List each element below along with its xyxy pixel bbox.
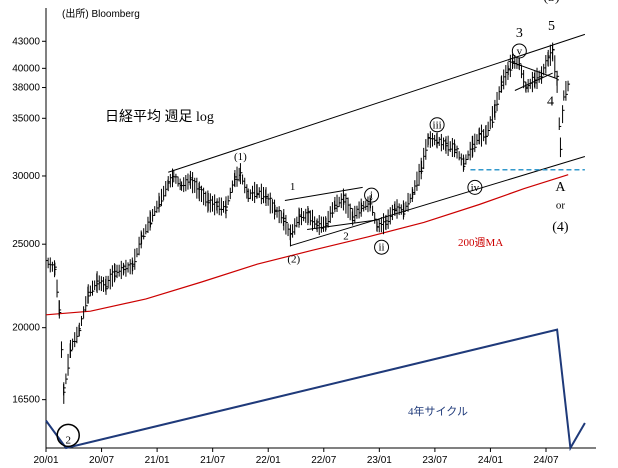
trendlines [168,33,586,247]
y-tick-label: 30000 [12,171,40,182]
wave-label-circle [467,179,483,195]
x-tick-label: 20/01 [33,455,58,466]
trendline [514,72,553,91]
wave-label: or [556,200,566,212]
x-tick-label: 21/01 [145,455,170,466]
four-year-cycle-series [45,328,586,452]
y-tick-label: 25000 [12,239,40,250]
x-tick-label: 23/01 [367,455,392,466]
wave-label-circle [56,423,80,448]
wave-label: 5 [548,19,555,34]
moving-average-series [45,174,569,316]
x-tick-label: 22/07 [311,455,336,466]
x-tick-label: 24/01 [478,455,503,466]
x-tick-label: 24/07 [533,455,558,466]
trendline [290,156,586,247]
chart-title: 日経平均 週足 log [105,109,214,125]
wave-label: 3 [516,26,523,41]
y-tick-label: 43000 [12,36,40,47]
wave-label-circle [374,239,390,255]
wave-label-circle [511,43,527,59]
wave-label: A [555,180,566,195]
ma-label: 200週MA [458,236,503,249]
cycle-label: 4年サイクル [408,404,468,418]
trendline [168,33,586,173]
wave-label: iv [471,182,480,194]
series-line [45,174,569,316]
wave-label: (1) [234,151,247,163]
wave-label: i [370,190,373,202]
x-tick-label: 22/01 [256,455,281,466]
x-tick-label: 21/07 [200,455,225,466]
wave-label: ii [378,242,384,254]
y-tick-label: 35000 [12,113,40,124]
trendline [284,186,363,201]
y-tick-label: 40000 [12,63,40,74]
x-tick-label: 23/07 [422,455,447,466]
wave-label: (4) [552,220,569,235]
x-tick-label: 20/07 [89,455,114,466]
y-tick-label: 20000 [12,323,40,334]
wave-label: (3) [543,0,560,5]
y-axis: 43000 40000 38000 35000 30000 25000 20000 16500 [12,8,47,448]
trendline [307,219,380,231]
source-label: (出所) Bloomberg [62,7,140,20]
wave-label: iii [433,119,442,131]
y-tick-label: 38000 [12,83,40,94]
wave-label: (2) [287,254,300,266]
wave-label-circle [364,187,380,203]
x-axis: 20/01 20/07 21/01 21/07 22/01 22/07 23/01 23/07… [33,447,596,466]
weekly-price-bars [45,42,571,404]
y-tick-label: 16500 [12,395,40,406]
wave-label: 2 [65,434,71,446]
wave-label: 2 [343,231,349,243]
wave-label-circle [429,117,445,133]
wave-label: 4 [547,95,554,110]
wave-label: v [517,45,523,57]
wave-label: 1 [290,181,296,193]
series-line [45,328,586,452]
